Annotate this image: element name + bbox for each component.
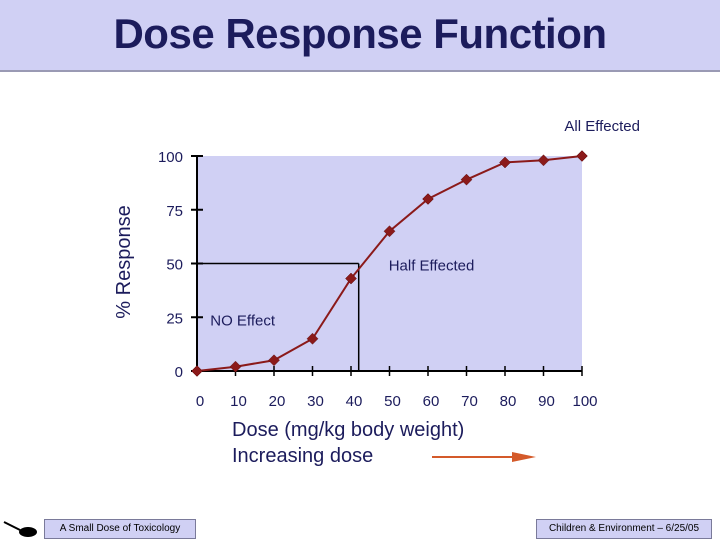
footer-right: Children & Environment – 6/25/05 — [536, 519, 712, 539]
x-tick-label: 20 — [269, 393, 286, 410]
data-point — [191, 365, 203, 377]
data-point — [383, 225, 396, 238]
data-point — [229, 360, 242, 373]
x-tick-label: 30 — [307, 393, 324, 410]
annotations: All Effected Half Effected NO Effect — [210, 118, 640, 329]
y-tick-label: 0 — [175, 364, 183, 381]
increasing-dose-arrow — [432, 452, 536, 462]
y-tick-label: 25 — [166, 310, 183, 327]
data-point — [499, 156, 511, 169]
x-tick-label: 50 — [384, 393, 401, 410]
data-point — [268, 354, 280, 367]
y-axis-label: % Response — [113, 205, 135, 318]
data-point — [306, 332, 319, 345]
footer-left: A Small Dose of Toxicology — [44, 519, 196, 539]
x-axis: 0 10 20 30 40 50 60 70 80 90 100 — [196, 366, 598, 410]
arrow-head — [512, 452, 536, 462]
x-tick-label: 40 — [346, 393, 363, 410]
x-tick-label: 80 — [500, 393, 517, 410]
x-tick-label: 90 — [538, 393, 555, 410]
x-axis-secondary-label: Increasing dose — [232, 445, 373, 467]
data-point — [576, 150, 588, 162]
x-axis-label: Dose (mg/kg body weight) — [232, 419, 464, 441]
y-tick-label: 50 — [166, 257, 183, 274]
y-tick-label: 75 — [166, 203, 183, 220]
x-tick-label: 10 — [230, 393, 247, 410]
x-tick-label: 60 — [423, 393, 440, 410]
data-point — [422, 193, 434, 205]
reference-lines — [197, 262, 360, 371]
series-group — [191, 150, 588, 377]
x-tick-label: 0 — [196, 393, 204, 410]
y-tick-label: 100 — [158, 149, 183, 166]
data-point — [460, 173, 473, 186]
annotation-label: NO Effect — [210, 312, 276, 329]
spoon-logo-icon — [3, 521, 37, 537]
data-point — [537, 154, 550, 167]
data-point — [345, 272, 357, 285]
y-axis: 0 25 50 75 100 — [158, 149, 203, 381]
x-tick-label: 70 — [461, 393, 478, 410]
slide-title: Dose Response Function — [113, 10, 607, 57]
annotation-label: Half Effected — [389, 258, 475, 275]
annotation-label: All Effected — [564, 118, 640, 135]
x-tick-label: 100 — [572, 393, 597, 410]
title-bar: Dose Response Function — [0, 0, 720, 72]
